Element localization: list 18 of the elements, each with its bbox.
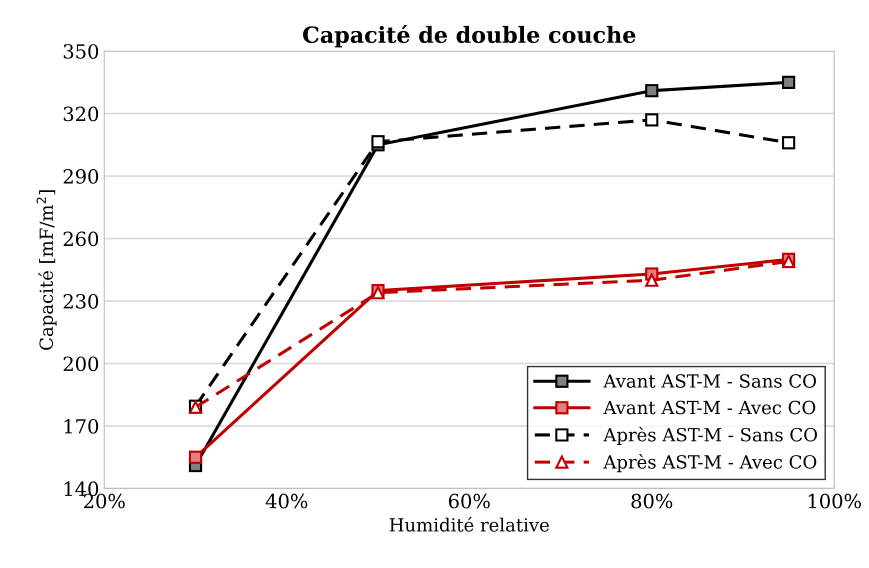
x-tick-label: 40% — [266, 494, 308, 508]
legend-label: Après AST-M - Avec CO — [603, 454, 816, 472]
x-axis-title: Humidité relative — [390, 516, 549, 532]
y-tick-label: 230 — [64, 294, 98, 309]
y-tick-label: 320 — [64, 106, 98, 122]
x-tick-label: 80% — [631, 494, 672, 508]
y-tick-label: 350 — [64, 44, 98, 59]
chart-title: Capacité de double couche — [303, 25, 636, 48]
y-axis-title: Capacité [mF/m$^{2}$] — [36, 190, 57, 350]
y-tick-label: 170 — [64, 418, 98, 434]
legend-label: Après AST-M - Sans CO — [603, 426, 817, 446]
x-tick-label: 100% — [808, 494, 861, 508]
y-tick-label: 290 — [64, 169, 98, 184]
y-tick-label: 260 — [64, 232, 98, 246]
x-tick-label: 60% — [448, 494, 490, 508]
legend-label: Avant AST-M - Avec CO — [603, 400, 816, 414]
legend-label: Avant AST-M - Sans CO — [603, 374, 816, 388]
y-tick-label: 200 — [64, 356, 98, 372]
